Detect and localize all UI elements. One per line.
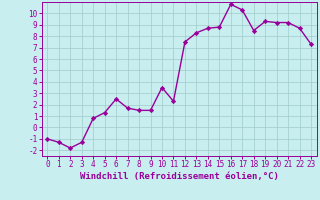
X-axis label: Windchill (Refroidissement éolien,°C): Windchill (Refroidissement éolien,°C) [80,172,279,181]
